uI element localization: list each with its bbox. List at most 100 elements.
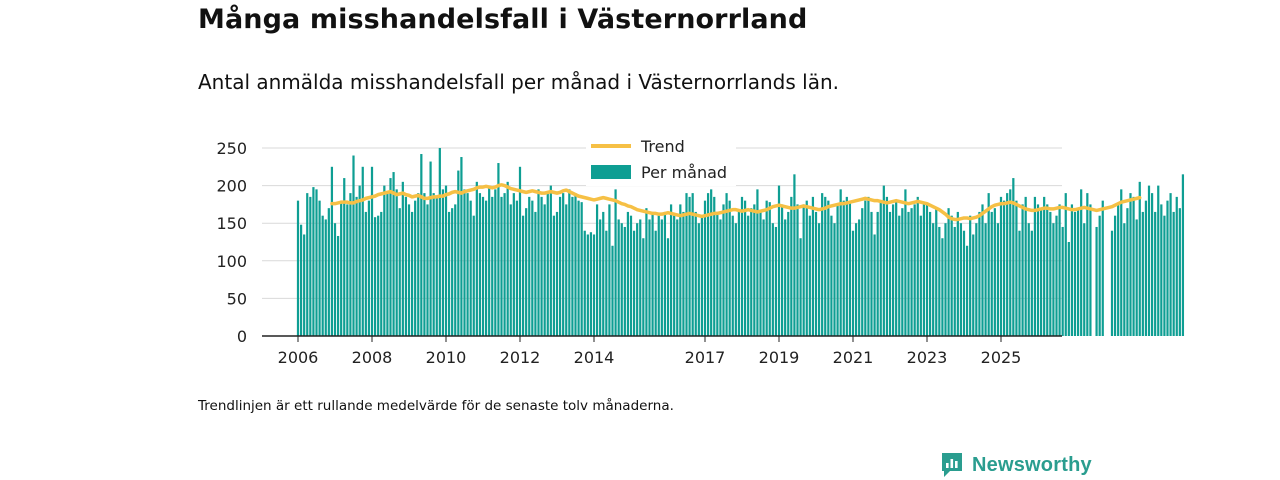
bar bbox=[626, 211, 630, 336]
bar bbox=[999, 196, 1003, 336]
bar bbox=[447, 211, 451, 336]
bar bbox=[706, 193, 710, 336]
bar bbox=[352, 155, 355, 336]
bar bbox=[592, 234, 596, 336]
y-tick-label: 250 bbox=[216, 139, 247, 158]
bar bbox=[503, 193, 506, 336]
bar bbox=[956, 211, 959, 336]
axes: 0 50 100 150 200 250 2006 2008 2010 2012 2014 2017 2… bbox=[216, 139, 1062, 367]
bar bbox=[811, 196, 815, 336]
bar bbox=[460, 157, 463, 336]
bar bbox=[558, 196, 562, 336]
bar bbox=[414, 200, 417, 336]
bar bbox=[324, 219, 327, 336]
bar bbox=[932, 223, 935, 336]
bar bbox=[697, 223, 700, 336]
bar bbox=[401, 181, 404, 336]
bar bbox=[605, 230, 608, 336]
bar bbox=[1144, 200, 1148, 336]
bar bbox=[423, 193, 426, 336]
bar bbox=[750, 208, 753, 336]
bar bbox=[1080, 189, 1083, 336]
bar bbox=[1113, 215, 1117, 336]
bar bbox=[1169, 193, 1172, 336]
bar bbox=[565, 204, 568, 336]
bar bbox=[367, 200, 371, 336]
bar bbox=[888, 211, 892, 336]
bar bbox=[938, 226, 941, 336]
bar bbox=[1083, 223, 1086, 336]
bar bbox=[731, 215, 734, 336]
bar bbox=[904, 189, 907, 336]
bar bbox=[922, 204, 926, 336]
bar bbox=[484, 200, 488, 336]
bar bbox=[833, 223, 836, 336]
bar bbox=[540, 196, 543, 336]
bar bbox=[432, 193, 435, 336]
bar bbox=[876, 211, 879, 336]
bar bbox=[309, 196, 312, 336]
bar bbox=[549, 185, 552, 336]
bar bbox=[500, 196, 503, 336]
bar bbox=[1086, 193, 1089, 336]
legend: Trend Per månad bbox=[586, 134, 736, 186]
bar bbox=[303, 234, 306, 336]
bar bbox=[981, 204, 984, 336]
bar bbox=[426, 204, 429, 336]
bar bbox=[817, 223, 821, 336]
bar bbox=[882, 185, 885, 336]
bar bbox=[842, 200, 845, 336]
x-tick-label: 2012 bbox=[500, 348, 541, 367]
bar bbox=[407, 204, 411, 336]
bar bbox=[1061, 226, 1064, 336]
bar bbox=[651, 211, 654, 336]
bar bbox=[370, 166, 374, 336]
bar bbox=[608, 204, 611, 336]
bar bbox=[1018, 230, 1021, 336]
bar bbox=[1123, 223, 1126, 336]
bar bbox=[916, 196, 919, 336]
bar bbox=[568, 189, 571, 336]
bar bbox=[861, 208, 864, 336]
bar bbox=[802, 204, 805, 336]
bar bbox=[1043, 196, 1046, 336]
bar bbox=[959, 223, 963, 336]
bar bbox=[1154, 211, 1157, 336]
bar bbox=[364, 211, 367, 336]
bar bbox=[907, 211, 910, 336]
bar bbox=[873, 234, 876, 336]
bar bbox=[969, 215, 972, 336]
bar bbox=[950, 215, 953, 336]
bar bbox=[996, 223, 1000, 336]
bar bbox=[821, 193, 824, 336]
bar bbox=[466, 193, 469, 336]
bar bbox=[734, 223, 737, 336]
bar bbox=[784, 219, 787, 336]
bar bbox=[848, 200, 852, 336]
bar bbox=[839, 189, 842, 336]
bar bbox=[805, 200, 808, 336]
bar bbox=[491, 196, 494, 336]
bar bbox=[743, 200, 747, 336]
bar bbox=[497, 163, 500, 336]
bar bbox=[987, 193, 990, 336]
x-tick-label: 2006 bbox=[278, 348, 319, 367]
bar bbox=[666, 238, 670, 336]
bar bbox=[1036, 204, 1040, 336]
bar bbox=[386, 193, 389, 336]
bar bbox=[312, 187, 315, 336]
bar bbox=[577, 200, 580, 336]
trend-line bbox=[330, 183, 1142, 222]
bar bbox=[1120, 189, 1123, 336]
newsworthy-icon bbox=[942, 453, 962, 477]
bar bbox=[599, 219, 602, 336]
y-tick-label: 50 bbox=[227, 289, 247, 308]
bar bbox=[728, 200, 731, 336]
bar bbox=[518, 166, 522, 336]
bar bbox=[787, 211, 790, 336]
bar bbox=[710, 189, 713, 336]
bar bbox=[965, 245, 969, 336]
bar bbox=[703, 200, 707, 336]
bar bbox=[759, 211, 762, 336]
bar bbox=[867, 196, 870, 336]
